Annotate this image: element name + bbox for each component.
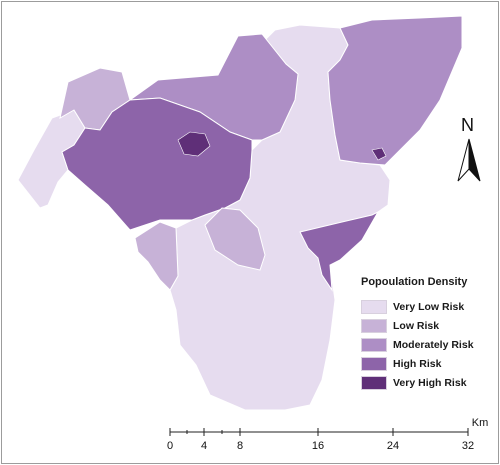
legend-item-high-risk: High Risk	[361, 354, 493, 373]
scale-tick-16: 16	[312, 440, 324, 452]
legend-label: Moderately Risk	[393, 339, 474, 351]
scale-unit: Km	[472, 417, 489, 429]
scale-tick-32: 32	[462, 440, 474, 452]
legend-swatch	[361, 319, 387, 333]
legend-swatch	[361, 338, 387, 352]
legend-item-very-low-risk: Very Low Risk	[361, 297, 493, 316]
scale-tick-0: 0	[167, 440, 173, 452]
legend-item-moderately-risk: Moderately Risk	[361, 335, 493, 354]
legend-label: Very High Risk	[393, 377, 467, 389]
legend-label: Very Low Risk	[393, 301, 464, 313]
scale-tick-24: 24	[387, 440, 399, 452]
legend-label: Low Risk	[393, 320, 439, 332]
scale-tick-8: 8	[237, 440, 243, 452]
region-north-east	[328, 16, 462, 165]
legend: Popoulation Density Very Low Risk Low Ri…	[361, 276, 493, 392]
region-south-west-pocket	[135, 222, 178, 290]
legend-item-low-risk: Low Risk	[361, 316, 493, 335]
scale-tick-4: 4	[201, 440, 207, 452]
legend-swatch	[361, 300, 387, 314]
legend-item-very-high-risk: Very High Risk	[361, 373, 493, 392]
scale-bar: 0 4 8 16 24 32 Km	[167, 417, 488, 452]
north-arrow-icon	[454, 115, 484, 187]
legend-swatch	[361, 357, 387, 371]
legend-label: High Risk	[393, 358, 441, 370]
north-arrow: N	[454, 115, 484, 187]
legend-title: Popoulation Density	[361, 276, 493, 288]
legend-swatch	[361, 376, 387, 390]
